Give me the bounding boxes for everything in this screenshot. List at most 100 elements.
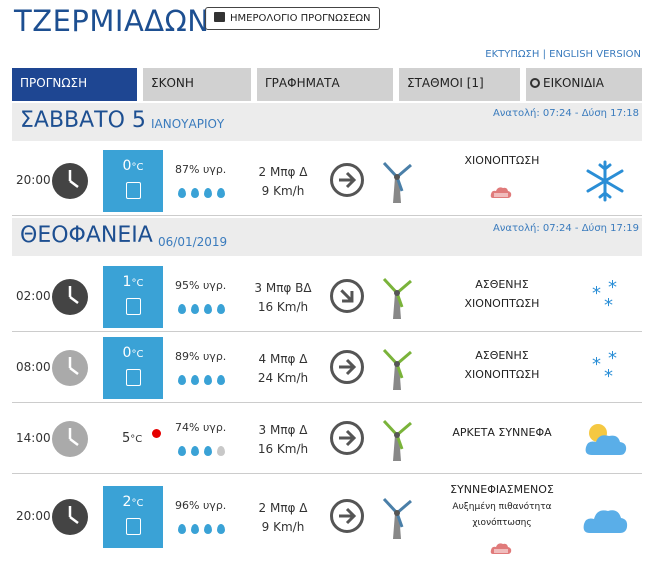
temp-unit: °C <box>131 498 144 509</box>
cloudy-icon <box>580 493 630 541</box>
temp-unit: °C <box>130 434 143 445</box>
tab-dust[interactable]: ΣΚΟΝΗ <box>143 68 251 101</box>
print-link[interactable]: ΕΚΤΥΠΩΣΗ <box>485 49 540 60</box>
light-snow-icon: * * * <box>580 273 630 321</box>
clock-icon <box>52 421 88 457</box>
condition-text: ΑΡΚΕΤΑ ΣΥΝΝΕΦΑ <box>432 423 572 442</box>
drop-icon <box>204 375 212 385</box>
sunrise-sunset: Ανατολή: 07:24 - Δύση 17:18 <box>492 108 639 119</box>
gear-icon <box>530 78 540 88</box>
time-label: 08:00 <box>16 360 51 374</box>
tab-icons[interactable]: ΕΙΚΟΝΙΔΙΑ <box>526 68 642 101</box>
condition-text: ΣΥΝΝΕΦΙΑΣΜΕΝΟΣ Αυξημένη πιθανότητα χιονόπ… <box>432 480 572 531</box>
condition-label: ΑΣΘΕΝΗΣ <box>475 349 529 362</box>
condition-label: ΣΥΝΝΕΦΙΑΣΜΕΝΟΣ <box>450 483 554 496</box>
english-version-link[interactable]: ENGLISH VERSION <box>549 49 641 60</box>
wind-info: 3 Μπφ ΒΔ 16 Km/h <box>238 279 328 317</box>
drop-icon <box>178 446 186 456</box>
forecast-row: 14:00 5°C 74% υγρ. 3 Μπφ Δ 16 Km/h ΑΡΚΕΤΑ ΣΥΝ… <box>12 405 642 474</box>
condition-detail: ΧΙΟΝΟΠΤΩΣΗ <box>464 368 540 381</box>
wind-turbine-icon <box>380 275 414 325</box>
svg-text:*: * <box>608 348 617 369</box>
condition-label: ΑΣΘΕΝΗΣ <box>475 278 529 291</box>
temperature-value: 2°C <box>103 494 163 510</box>
snowflake-icon <box>580 157 630 205</box>
humidity-drops <box>178 519 233 534</box>
temperature-value: 5°C <box>122 431 142 446</box>
time-label: 20:00 <box>16 509 51 523</box>
drop-icon <box>204 188 212 198</box>
day-header: ΣΑΒΒΑΤΟ 5 ΙΑΝΟΥΑΡΙΟΥ Ανατολή: 07:24 - Δύ… <box>12 103 642 141</box>
drop-icon <box>191 524 199 534</box>
day-subtitle: ΙΑΝΟΥΑΡΙΟΥ <box>151 117 225 131</box>
wind-direction-icon <box>330 279 364 313</box>
forecast-row: 20:00 2°C 96% υγρ. 2 Μπφ Δ 9 Km/h ΣΥΝΝΕΦΙΑΣΜΕ… <box>12 476 642 561</box>
wind-info: 3 Μπφ Δ 16 Km/h <box>238 421 328 459</box>
calendar-button[interactable]: ΗΜΕΡΟΛΟΓΙΟ ΠΡΟΓΝΩΣΕΩΝ <box>205 7 380 30</box>
wind-beaufort: 2 Μπφ Δ <box>258 165 308 179</box>
drop-icon <box>217 188 225 198</box>
temperature-box: 0°C <box>103 150 163 212</box>
humidity-label: 95% υγρ. <box>175 279 227 292</box>
person-icon <box>126 518 141 535</box>
forecast-row: 02:00 1°C 95% υγρ. 3 Μπφ ΒΔ 16 Km/h ΑΣΘΕΝΗΣ ΧΙ… <box>12 263 642 332</box>
wind-info: 4 Μπφ Δ 24 Km/h <box>238 350 328 388</box>
temp-unit: °C <box>131 162 144 173</box>
condition-detail: Αυξημένη πιθανότητα χιονόπτωσης <box>452 502 552 528</box>
drop-icon <box>191 446 199 456</box>
wind-turbine-icon <box>380 417 414 467</box>
day-subtitle: 06/01/2019 <box>158 235 228 249</box>
tab-forecast[interactable]: ΠΡΟΓΝΩΣΗ <box>12 68 137 101</box>
humidity-label: 74% υγρ. <box>175 421 227 434</box>
wind-speed: 16 Km/h <box>257 300 309 314</box>
drop-icon <box>217 304 225 314</box>
wind-info: 2 Μπφ Δ 9 Km/h <box>238 499 328 537</box>
wind-speed: 16 Km/h <box>257 442 309 456</box>
person-icon <box>126 182 141 199</box>
calendar-icon <box>214 12 225 22</box>
forecast-row: 20:00 0°C 87% υγρ. 2 Μπφ Δ 9 Km/h ΧΙΟΝΟΠΤΩΣΗ <box>12 147 642 216</box>
clock-icon <box>52 163 88 199</box>
condition-detail: ΧΙΟΝΟΠΤΩΣΗ <box>464 297 540 310</box>
temp-number: 5 <box>122 431 131 446</box>
drop-icon <box>178 304 186 314</box>
tab-stations[interactable]: ΣΤΑΘΜΟΙ [1] <box>399 68 520 101</box>
drop-icon <box>204 304 212 314</box>
drop-icon <box>191 188 199 198</box>
time-label: 20:00 <box>16 173 51 187</box>
day-title: ΣΑΒΒΑΤΟ 5 <box>20 108 146 133</box>
drop-icon <box>217 375 225 385</box>
condition-text: ΧΙΟΝΟΠΤΩΣΗ <box>432 151 572 170</box>
calendar-button-label: ΗΜΕΡΟΛΟΓΙΟ ΠΡΟΓΝΩΣΕΩΝ <box>230 13 371 24</box>
tab-charts[interactable]: ΓΡΑΦΗΜΑΤΑ <box>257 68 393 101</box>
svg-text:*: * <box>604 366 613 387</box>
drop-icon <box>191 375 199 385</box>
alert-dot-icon <box>152 429 161 438</box>
humidity-label: 89% υγρ. <box>175 350 227 363</box>
humidity-drops <box>178 299 233 314</box>
snow-alert-icon <box>490 185 512 199</box>
wind-turbine-icon <box>380 159 414 209</box>
wind-beaufort: 4 Μπφ Δ <box>258 352 308 366</box>
temp-number: 1 <box>122 274 132 290</box>
wind-turbine-icon <box>380 346 414 396</box>
temp-number: 0 <box>122 345 132 361</box>
humidity-label: 96% υγρ. <box>175 499 227 512</box>
condition-label: ΑΡΚΕΤΑ ΣΥΝΝΕΦΑ <box>452 426 552 439</box>
condition-label: ΧΙΟΝΟΠΤΩΣΗ <box>464 154 540 167</box>
svg-text:*: * <box>592 283 601 304</box>
humidity-drops <box>178 370 233 385</box>
wind-direction-icon <box>330 421 364 455</box>
temperature-box: 2°C <box>103 486 163 548</box>
wind-direction-icon <box>330 499 364 533</box>
temperature-box: 0°C <box>103 337 163 399</box>
temperature-box: 1°C <box>103 266 163 328</box>
wind-speed: 24 Km/h <box>257 371 309 385</box>
snow-alert-icon <box>490 541 512 555</box>
temp-unit: °C <box>131 278 144 289</box>
drop-icon <box>204 446 212 456</box>
wind-turbine-icon <box>380 495 414 545</box>
drop-icon <box>217 524 225 534</box>
tab-bar: ΠΡΟΓΝΩΣΗ ΣΚΟΝΗ ΓΡΑΦΗΜΑΤΑ ΣΤΑΘΜΟΙ [1] ΕΙΚ… <box>12 68 642 101</box>
wind-beaufort: 2 Μπφ Δ <box>258 501 308 515</box>
